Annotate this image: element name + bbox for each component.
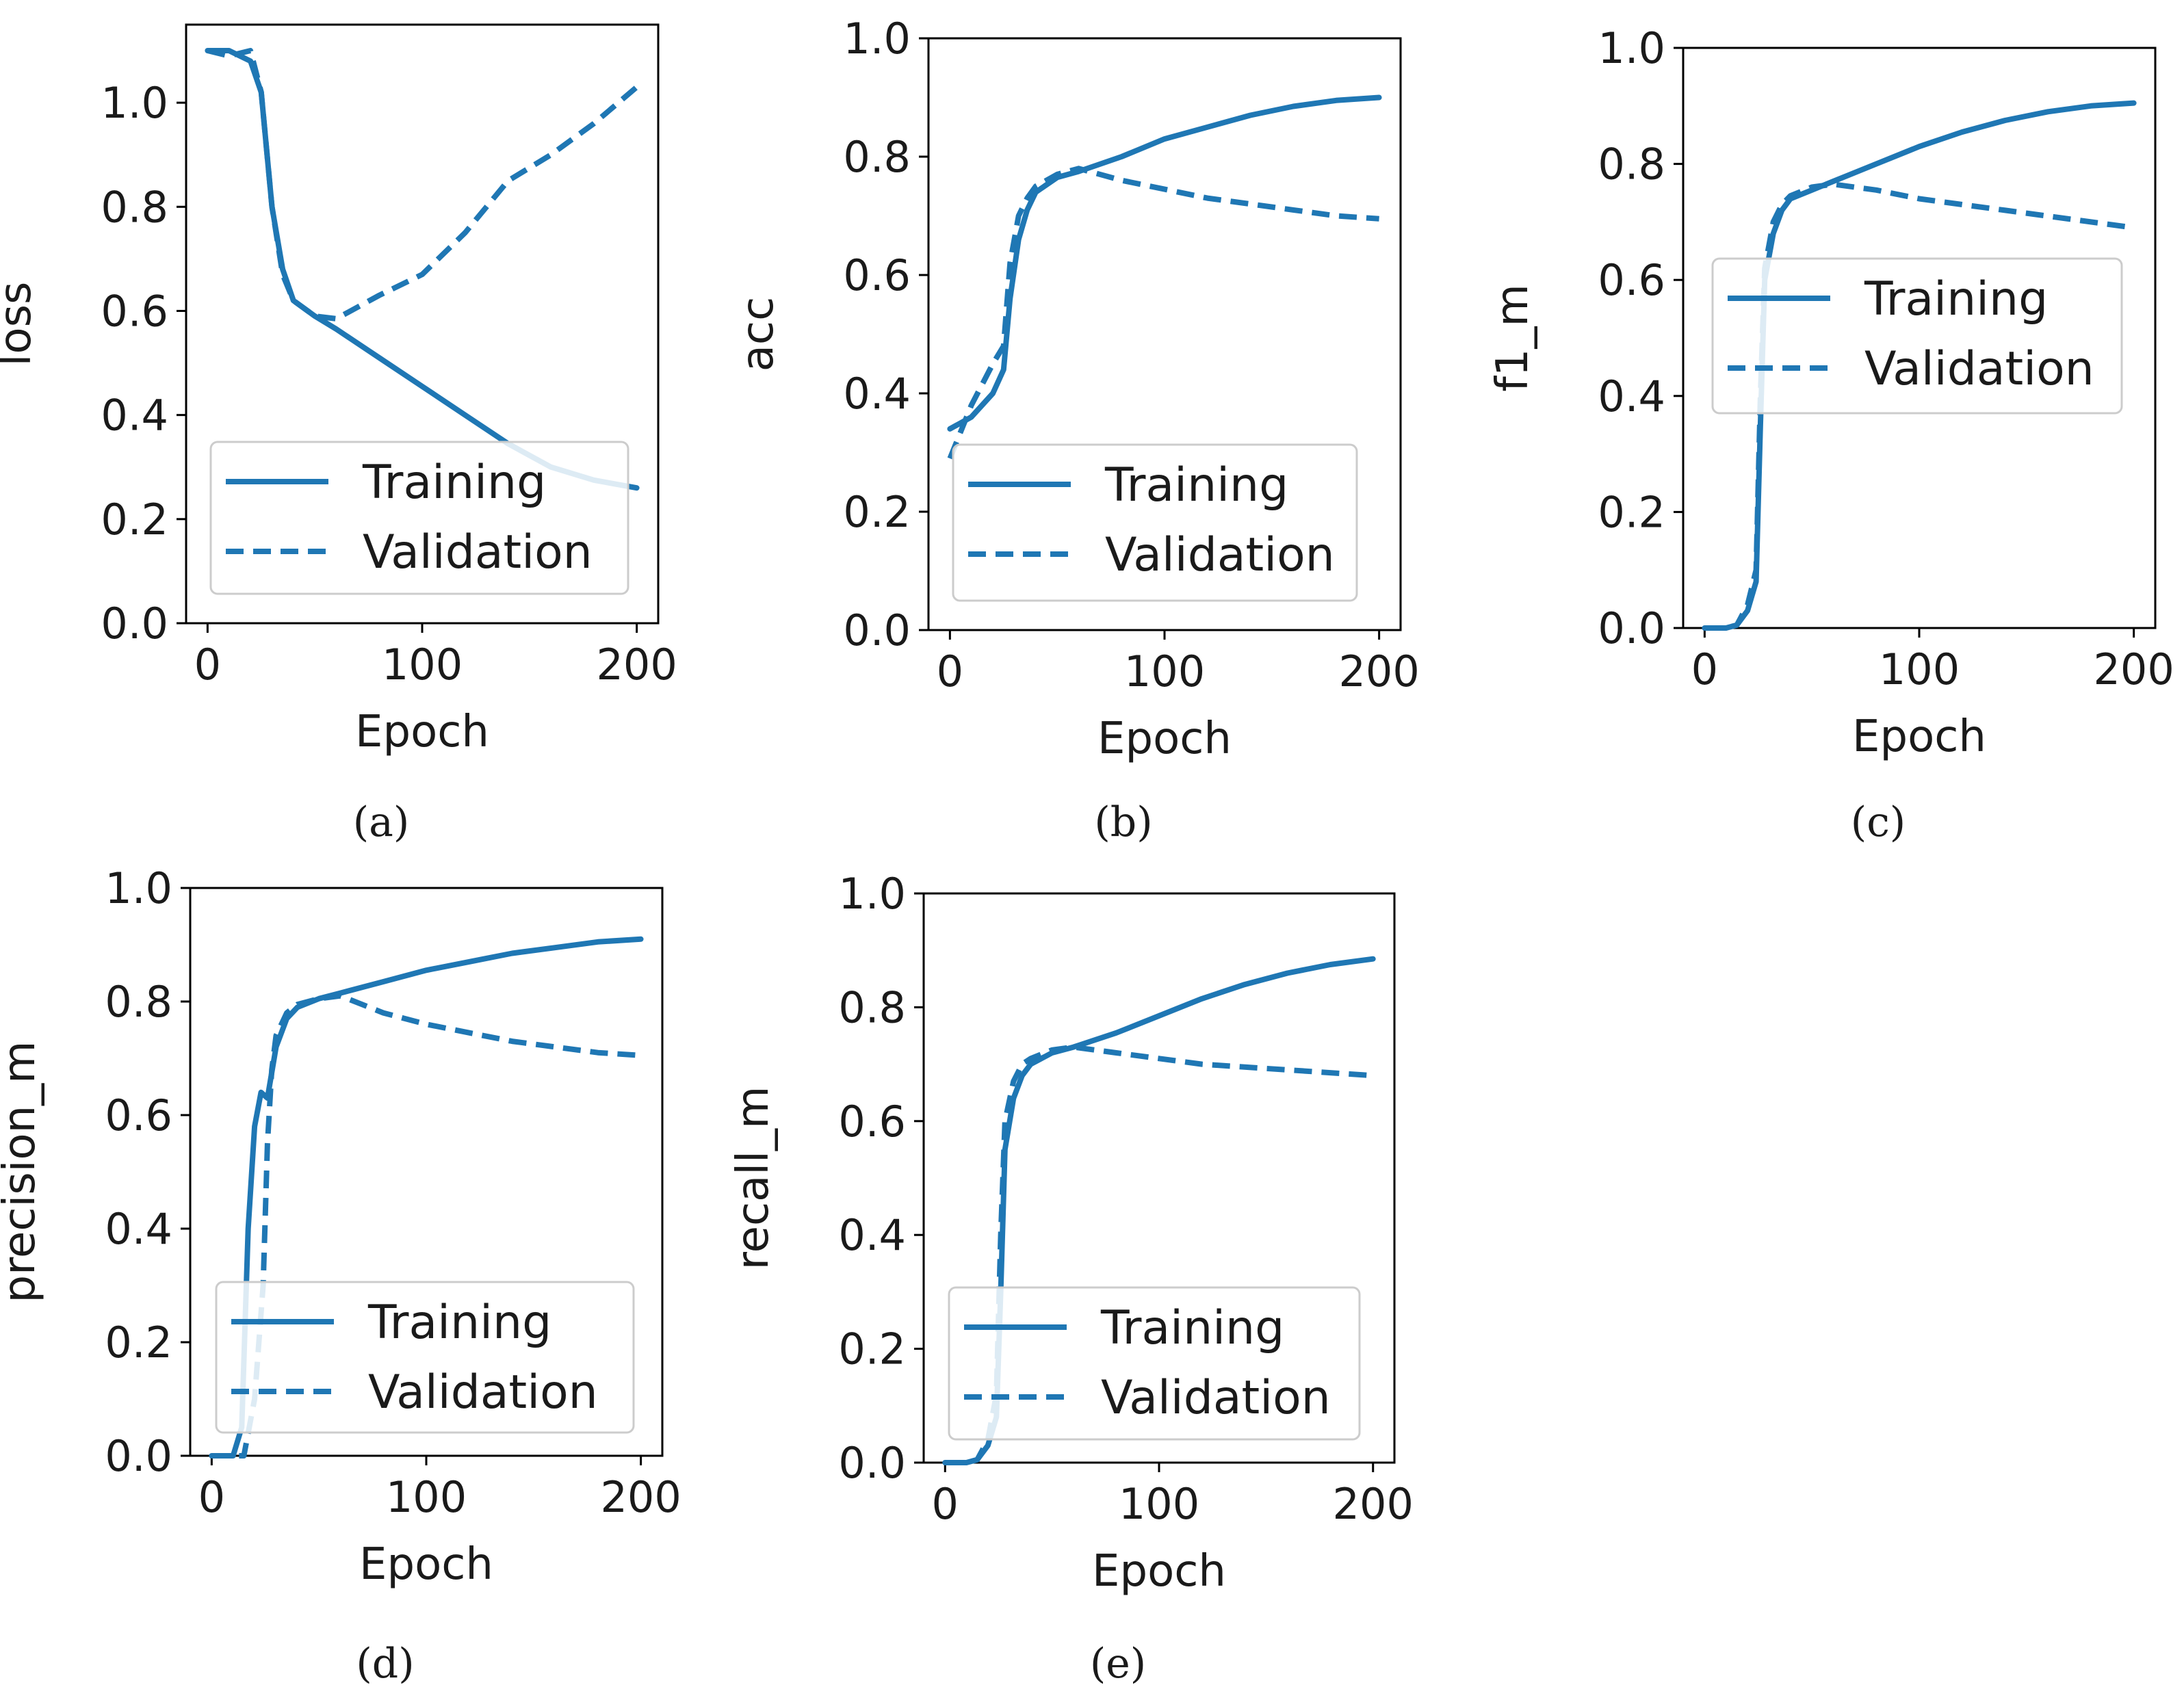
x-tick-label: 0 xyxy=(932,1479,959,1529)
y-tick-label: 0.6 xyxy=(101,286,168,336)
y-tick-label: 0.2 xyxy=(105,1318,172,1368)
legend: Training Validation xyxy=(215,1281,635,1434)
legend: Training Validation xyxy=(209,441,629,595)
panel-caption: (e) xyxy=(1090,1640,1146,1688)
x-axis-label: Epoch xyxy=(1097,714,1232,764)
series-line-training xyxy=(947,94,1382,432)
panel-caption: (a) xyxy=(353,798,410,846)
y-tick-label: 0.6 xyxy=(838,1097,906,1147)
y-tick-label: 0.6 xyxy=(105,1090,172,1140)
y-tick-label: 1.0 xyxy=(838,869,906,919)
y-tick-label: 0.8 xyxy=(838,982,906,1032)
y-tick-label: 0.2 xyxy=(101,495,168,545)
legend-label-training: Training xyxy=(362,456,546,510)
legend: Training Validation xyxy=(952,443,1358,602)
legend-label-validation: Validation xyxy=(1105,528,1335,582)
y-tick-label: 1.0 xyxy=(101,78,168,128)
x-axis-label: Epoch xyxy=(1852,711,1986,762)
x-axis-label: Epoch xyxy=(355,707,489,757)
x-tick-label: 100 xyxy=(1119,1479,1199,1529)
y-tick-label: 0.2 xyxy=(843,487,911,537)
chart-panel-b: 0 100 200 0.0 0.2 0.4 0.6 0.8 1.0 Epoch acc Trainin… xyxy=(733,14,1420,846)
y-tick-label: 0.2 xyxy=(838,1324,906,1374)
y-tick-label: 0.6 xyxy=(1598,255,1665,305)
panel-caption: (d) xyxy=(356,1640,414,1688)
x-tick-label: 200 xyxy=(2093,644,2174,694)
y-tick-label: 0.0 xyxy=(838,1438,906,1488)
y-axis-label: precision_m xyxy=(0,1041,45,1303)
x-tick-label: 200 xyxy=(1333,1479,1414,1529)
x-tick-label: 200 xyxy=(596,640,677,690)
legend-label-training: Training xyxy=(1864,272,2048,326)
legend: Training Validation xyxy=(1711,257,2123,415)
x-axis-label: Epoch xyxy=(359,1539,493,1590)
legend-label-validation: Validation xyxy=(368,1365,598,1420)
y-tick-label: 0.4 xyxy=(1598,371,1665,421)
y-tick-label: 0.4 xyxy=(101,391,168,441)
y-tick-label: 1.0 xyxy=(843,14,911,64)
legend-label-training: Training xyxy=(367,1296,551,1350)
legend-label-validation: Validation xyxy=(1864,342,2094,396)
series-line-training xyxy=(942,956,1376,1465)
y-tick-label: 1.0 xyxy=(1598,23,1665,73)
y-tick-label: 0.2 xyxy=(1598,487,1665,537)
x-tick-label: 100 xyxy=(1879,644,1960,694)
x-tick-label: 0 xyxy=(1691,644,1718,694)
y-axis-label: loss xyxy=(0,282,41,367)
y-tick-label: 0.4 xyxy=(105,1204,172,1254)
y-tick-label: 0.8 xyxy=(101,182,168,232)
y-axis-label: recall_m xyxy=(728,1086,779,1270)
y-tick-label: 0.4 xyxy=(838,1210,906,1260)
legend-label-training: Training xyxy=(1104,458,1288,512)
y-tick-label: 0.0 xyxy=(1598,603,1665,653)
x-axis-label: Epoch xyxy=(1092,1546,1226,1597)
series-line-validation xyxy=(947,166,1379,460)
x-tick-label: 0 xyxy=(194,640,221,690)
legend-label-training: Training xyxy=(1100,1301,1284,1355)
y-tick-label: 1.0 xyxy=(105,863,172,913)
x-tick-label: 0 xyxy=(937,646,963,696)
y-tick-label: 0.4 xyxy=(843,369,911,419)
chart-panel-c: 0 100 200 0.0 0.2 0.4 0.6 0.8 1.0 Epoch f1_m Traini… xyxy=(1487,23,2174,846)
legend: Training Validation xyxy=(948,1286,1361,1441)
x-tick-label: 0 xyxy=(198,1472,225,1522)
x-tick-label: 200 xyxy=(600,1472,681,1522)
y-tick-label: 0.8 xyxy=(843,132,911,182)
y-tick-label: 0.8 xyxy=(1598,140,1665,189)
y-tick-label: 0.6 xyxy=(843,250,911,300)
legend-label-validation: Validation xyxy=(1101,1371,1331,1425)
chart-panel-a: 0 100 200 0.0 0.2 0.4 0.6 0.8 1.0 Epoch loss Traini… xyxy=(0,23,677,846)
series-line-validation xyxy=(1704,181,2135,631)
x-tick-label: 200 xyxy=(1338,646,1419,696)
y-tick-label: 0.0 xyxy=(105,1431,172,1481)
legend-label-validation: Validation xyxy=(363,525,593,579)
panel-caption: (b) xyxy=(1094,798,1152,846)
series-line-training xyxy=(205,48,640,491)
y-tick-label: 0.0 xyxy=(101,599,168,649)
x-tick-label: 100 xyxy=(1124,646,1205,696)
y-axis-label: f1_m xyxy=(1487,284,1538,392)
series-line-training xyxy=(209,936,644,1459)
y-tick-label: 0.8 xyxy=(105,977,172,1027)
chart-panel-d: 0 100 200 0.0 0.2 0.4 0.6 0.8 1.0 Epoch precision_… xyxy=(0,863,681,1688)
x-tick-label: 100 xyxy=(386,1472,467,1522)
x-tick-label: 100 xyxy=(382,640,463,690)
chart-panel-e: 0 100 200 0.0 0.2 0.4 0.6 0.8 1.0 Epoch recall_m Tr… xyxy=(728,869,1414,1688)
y-axis-label: acc xyxy=(733,297,783,372)
panel-caption: (c) xyxy=(1851,798,1906,846)
series-line-validation xyxy=(207,48,639,322)
y-tick-label: 0.0 xyxy=(843,605,911,655)
